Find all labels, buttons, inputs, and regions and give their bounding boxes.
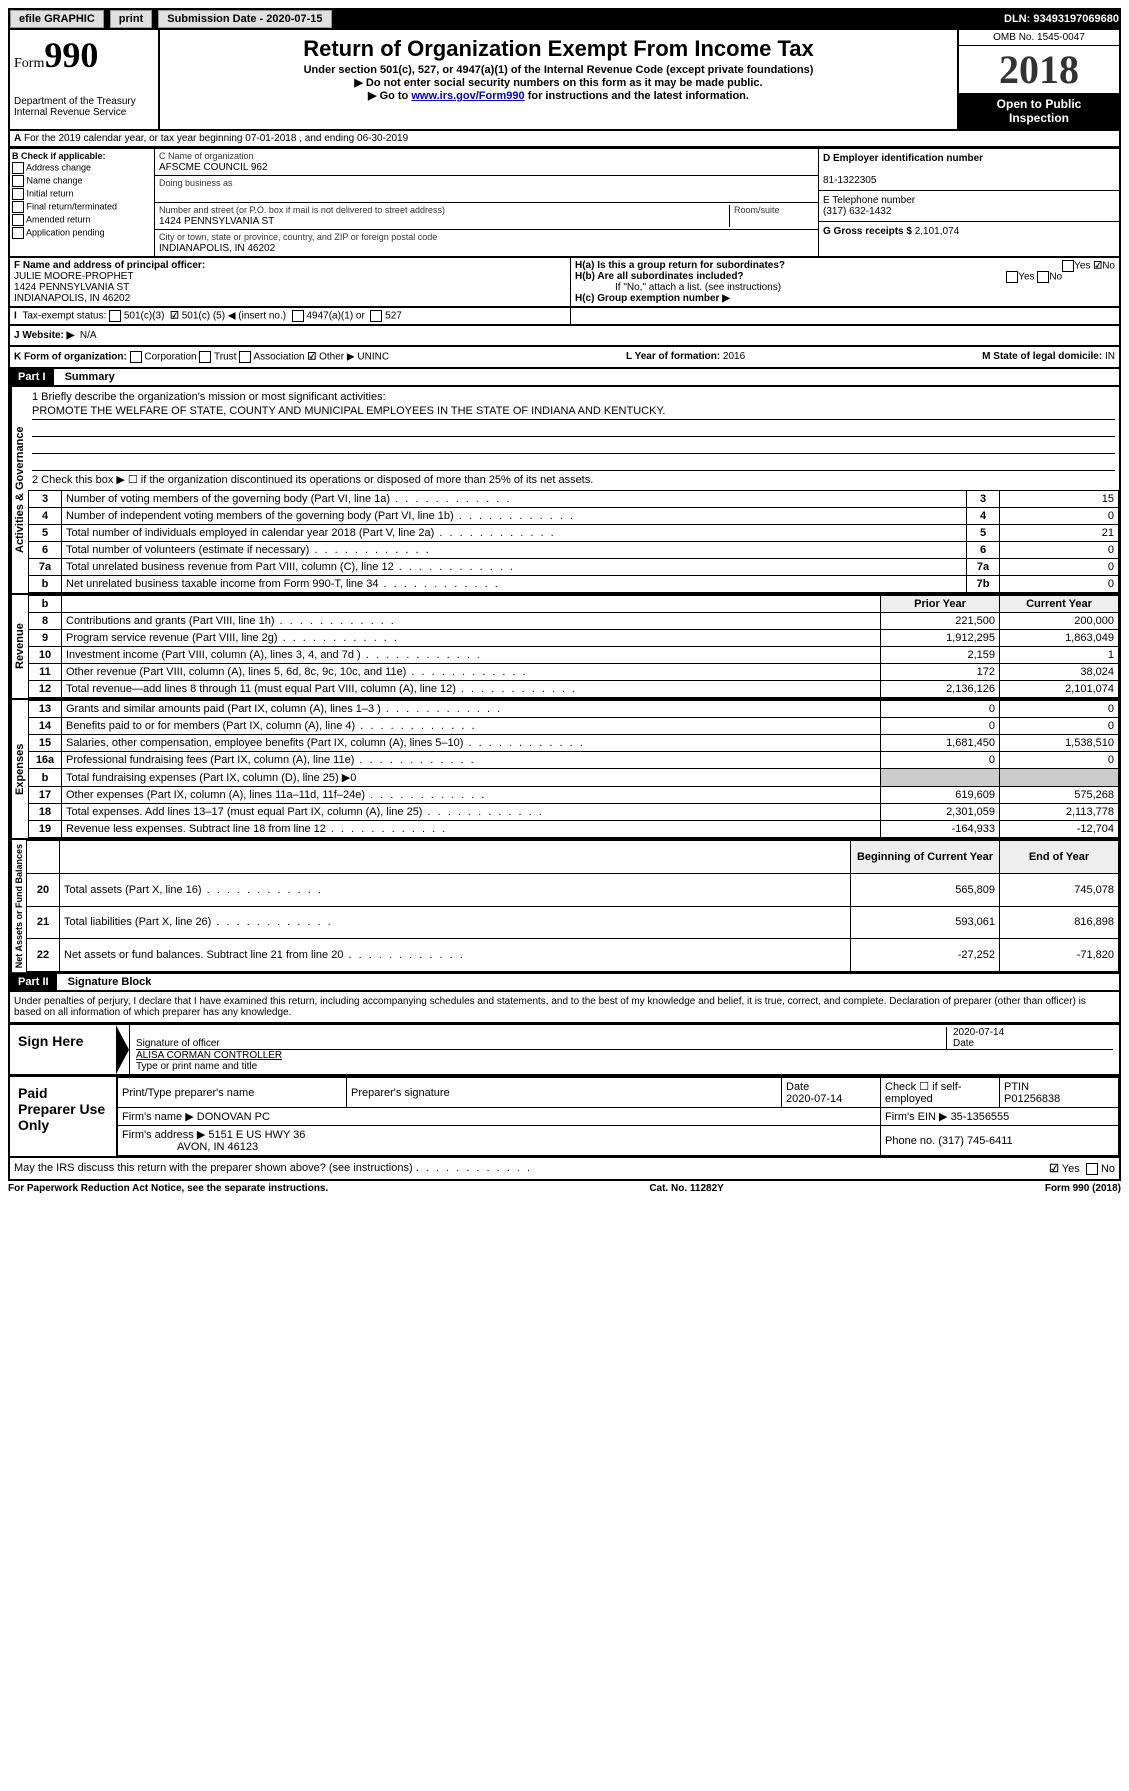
governance-section: Activities & Governance 1 Briefly descri… bbox=[8, 387, 1121, 595]
entity-block: B Check if applicable: Address change Na… bbox=[8, 148, 1121, 258]
website-row: J Website: ▶ N/A bbox=[8, 326, 1121, 347]
open-public-badge: Open to PublicInspection bbox=[959, 93, 1119, 129]
line-a: A For the 2019 calendar year, or tax yea… bbox=[8, 131, 1121, 148]
part2-title: Signature Block bbox=[60, 976, 152, 988]
org-name: AFSCME COUNCIL 962 bbox=[159, 162, 268, 173]
box-b-checklist: B Check if applicable: Address change Na… bbox=[10, 149, 155, 256]
netassets-table: Beginning of Current YearEnd of Year20To… bbox=[26, 840, 1119, 972]
phone-value: (317) 632-1432 bbox=[823, 206, 891, 217]
form-number: Form990 bbox=[14, 34, 154, 76]
paid-preparer-block: Paid Preparer Use Only Print/Type prepar… bbox=[8, 1076, 1121, 1158]
ein-value: 81-1322305 bbox=[823, 175, 876, 186]
vtab-expenses: Expenses bbox=[10, 700, 28, 838]
vtab-governance: Activities & Governance bbox=[10, 387, 28, 593]
firm-name: DONOVAN PC bbox=[197, 1111, 270, 1123]
discuss-row: May the IRS discuss this return with the… bbox=[8, 1158, 1121, 1181]
tax-year: 2018 bbox=[959, 46, 1119, 93]
top-bar: efile GRAPHIC print Submission Date - 20… bbox=[8, 8, 1121, 30]
cb-name-change[interactable]: Name change bbox=[12, 175, 152, 187]
cb-final-return[interactable]: Final return/terminated bbox=[12, 201, 152, 213]
netassets-section: Net Assets or Fund Balances Beginning of… bbox=[8, 840, 1121, 974]
subtitle-1: Under section 501(c), 527, or 4947(a)(1)… bbox=[164, 64, 953, 76]
part1-title: Summary bbox=[57, 371, 115, 383]
org-city: INDIANAPOLIS, IN 46202 bbox=[159, 243, 275, 254]
officer-name: JULIE MOORE-PROPHET bbox=[14, 271, 133, 282]
irs-link[interactable]: www.irs.gov/Form990 bbox=[411, 90, 524, 102]
governance-table: 3Number of voting members of the governi… bbox=[28, 490, 1119, 593]
print-button[interactable]: print bbox=[110, 10, 152, 28]
revenue-table: bPrior YearCurrent Year8Contributions an… bbox=[28, 595, 1119, 698]
part1-tag: Part I bbox=[10, 369, 54, 385]
page-footer: For Paperwork Reduction Act Notice, see … bbox=[8, 1181, 1121, 1196]
expenses-section: Expenses 13Grants and similar amounts pa… bbox=[8, 700, 1121, 840]
expenses-table: 13Grants and similar amounts paid (Part … bbox=[28, 700, 1119, 838]
subtitle-2: ▶ Do not enter social security numbers o… bbox=[164, 76, 953, 89]
officer-group-block: F Name and address of principal officer:… bbox=[8, 258, 1121, 308]
sign-here-block: Sign Here Signature of officer 2020-07-1… bbox=[8, 1024, 1121, 1076]
org-street: 1424 PENNSYLVANIA ST bbox=[159, 216, 274, 227]
vtab-netassets: Net Assets or Fund Balances bbox=[10, 840, 26, 972]
perjury-text: Under penalties of perjury, I declare th… bbox=[8, 992, 1121, 1024]
cb-amended[interactable]: Amended return bbox=[12, 214, 152, 226]
org-form-row: K Form of organization: Corporation Trus… bbox=[8, 347, 1121, 369]
dln-label: DLN: 93493197069680 bbox=[1004, 13, 1119, 25]
signer-name: ALISA CORMAN CONTROLLER bbox=[136, 1050, 282, 1061]
part2-tag: Part II bbox=[10, 974, 57, 990]
submission-date: Submission Date - 2020-07-15 bbox=[158, 10, 331, 28]
cb-app-pending[interactable]: Application pending bbox=[12, 227, 152, 239]
tax-status-row: I Tax-exempt status: 501(c)(3) ☑ 501(c) … bbox=[8, 308, 1121, 326]
gross-receipts: 2,101,074 bbox=[915, 226, 960, 237]
cb-initial-return[interactable]: Initial return bbox=[12, 188, 152, 200]
subtitle-3: ▶ Go to www.irs.gov/Form990 for instruct… bbox=[164, 89, 953, 102]
form-title: Return of Organization Exempt From Incom… bbox=[164, 36, 953, 62]
revenue-section: Revenue bPrior YearCurrent Year8Contribu… bbox=[8, 595, 1121, 700]
cb-address-change[interactable]: Address change bbox=[12, 162, 152, 174]
dept-treasury: Department of the Treasury bbox=[14, 96, 154, 107]
mission-text: PROMOTE THE WELFARE OF STATE, COUNTY AND… bbox=[32, 405, 1115, 420]
vtab-revenue: Revenue bbox=[10, 595, 28, 698]
form-header: Form990 Department of the Treasury Inter… bbox=[8, 30, 1121, 131]
arrow-icon bbox=[116, 1025, 129, 1074]
efile-badge: efile GRAPHIC bbox=[10, 10, 104, 28]
omb-number: OMB No. 1545-0047 bbox=[959, 30, 1119, 46]
irs-label: Internal Revenue Service bbox=[14, 107, 154, 118]
